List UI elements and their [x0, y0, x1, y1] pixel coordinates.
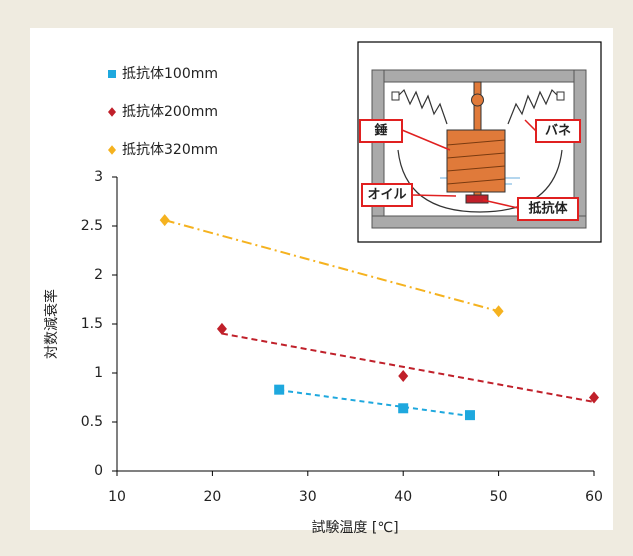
point [398, 403, 408, 413]
y-tick-label: 1 [94, 365, 103, 381]
x-tick-label: 50 [490, 489, 508, 505]
y-tick-label: 2 [94, 267, 103, 283]
inset-label: バネ [545, 124, 571, 139]
x-tick-label: 20 [203, 489, 221, 505]
x-tick-label: 40 [394, 489, 412, 505]
legend-label: 抵抗体100mm [122, 66, 218, 82]
x-tick-label: 60 [585, 489, 603, 505]
legend-marker [108, 70, 116, 78]
inset-label: 錘 [374, 123, 387, 139]
y-tick-label: 3 [94, 169, 103, 185]
y-axis-label: 対数減衰率 [43, 289, 60, 359]
chart: 錘 バネ オイル 抵抗体 試験温度 [℃] 対数減衰率 0 0.5 1 1.5 2 2.5… [0, 0, 633, 556]
y-tick-label: 2.5 [81, 218, 103, 234]
inset-label: 抵抗体 [528, 201, 568, 217]
point [465, 410, 475, 420]
inset-diagram: 錘 バネ オイル 抵抗体 [358, 42, 601, 242]
y-tick-label: 0.5 [81, 414, 103, 430]
y-tick-label: 1.5 [81, 316, 103, 332]
y-tick-label: 0 [94, 463, 103, 479]
x-tick-label: 30 [299, 489, 317, 505]
x-tick-label: 10 [108, 489, 126, 505]
point [274, 385, 284, 395]
x-axis-label: 試験温度 [℃] [311, 520, 398, 536]
legend-label: 抵抗体320mm [122, 142, 218, 158]
inset-label: オイル [367, 188, 406, 203]
legend-label: 抵抗体200mm [122, 104, 218, 120]
